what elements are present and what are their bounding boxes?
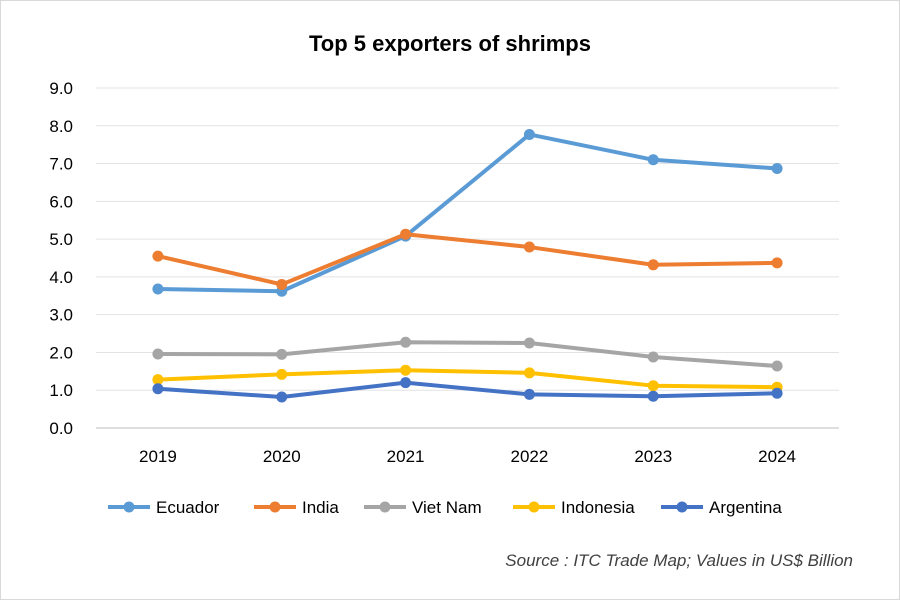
- legend-label-ecuador: Ecuador: [156, 498, 220, 517]
- legend-label-india: India: [302, 498, 339, 517]
- data-point-viet-nam: [523, 337, 535, 349]
- legend-label-argentina: Argentina: [709, 498, 782, 517]
- y-tick-label: 5.0: [49, 230, 73, 249]
- y-tick-label: 4.0: [49, 268, 73, 287]
- x-tick-label: 2022: [511, 447, 549, 466]
- data-point-india: [771, 257, 783, 269]
- data-point-ecuador: [771, 162, 783, 174]
- data-point-india: [152, 250, 164, 262]
- y-tick-label: 3.0: [49, 306, 73, 325]
- source-note: Source : ITC Trade Map; Values in US$ Bi…: [505, 551, 853, 570]
- series-line-india: [155, 232, 780, 287]
- data-point-indonesia: [276, 368, 288, 380]
- legend-marker-viet-nam: [379, 501, 391, 513]
- data-point-argentina: [152, 383, 164, 395]
- legend-marker-argentina: [676, 501, 688, 513]
- series-line-ecuador: [155, 132, 780, 294]
- data-point-ecuador: [152, 283, 164, 295]
- x-tick-label: 2021: [387, 447, 425, 466]
- y-tick-label: 7.0: [49, 155, 73, 174]
- y-tick-label: 8.0: [49, 117, 73, 136]
- data-point-indonesia: [523, 367, 535, 379]
- data-point-ecuador: [523, 128, 535, 140]
- legend-marker-indonesia: [528, 501, 540, 513]
- data-point-viet-nam: [152, 348, 164, 360]
- x-tick-label: 2023: [634, 447, 672, 466]
- series-line-argentina: [155, 380, 780, 400]
- data-point-argentina: [771, 387, 783, 399]
- data-point-viet-nam: [276, 348, 288, 360]
- data-point-india: [276, 278, 288, 290]
- series-line-indonesia: [155, 368, 780, 390]
- data-point-ecuador: [647, 154, 659, 166]
- data-point-india: [647, 259, 659, 271]
- data-point-viet-nam: [647, 351, 659, 363]
- data-point-argentina: [647, 390, 659, 402]
- legend-label-viet-nam: Viet Nam: [412, 498, 482, 517]
- x-tick-label: 2020: [263, 447, 301, 466]
- data-point-argentina: [276, 391, 288, 403]
- data-point-india: [400, 228, 412, 240]
- data-point-indonesia: [152, 374, 164, 386]
- chart-title: Top 5 exporters of shrimps: [309, 31, 591, 56]
- y-tick-label: 1.0: [49, 381, 73, 400]
- data-point-viet-nam: [400, 336, 412, 348]
- x-tick-label: 2024: [758, 447, 796, 466]
- data-point-argentina: [400, 377, 412, 389]
- data-point-indonesia: [400, 364, 412, 376]
- data-point-argentina: [523, 388, 535, 400]
- data-point-viet-nam: [771, 360, 783, 372]
- data-point-indonesia: [647, 380, 659, 392]
- legend-label-indonesia: Indonesia: [561, 498, 635, 517]
- series-line-viet-nam: [155, 340, 780, 369]
- y-tick-label: 6.0: [49, 192, 73, 211]
- y-tick-label: 9.0: [49, 79, 73, 98]
- y-tick-label: 2.0: [49, 343, 73, 362]
- data-point-india: [523, 241, 535, 253]
- x-tick-label: 2019: [139, 447, 177, 466]
- legend-marker-india: [269, 501, 281, 513]
- y-tick-label: 0.0: [49, 419, 73, 438]
- legend-marker-ecuador: [123, 501, 135, 513]
